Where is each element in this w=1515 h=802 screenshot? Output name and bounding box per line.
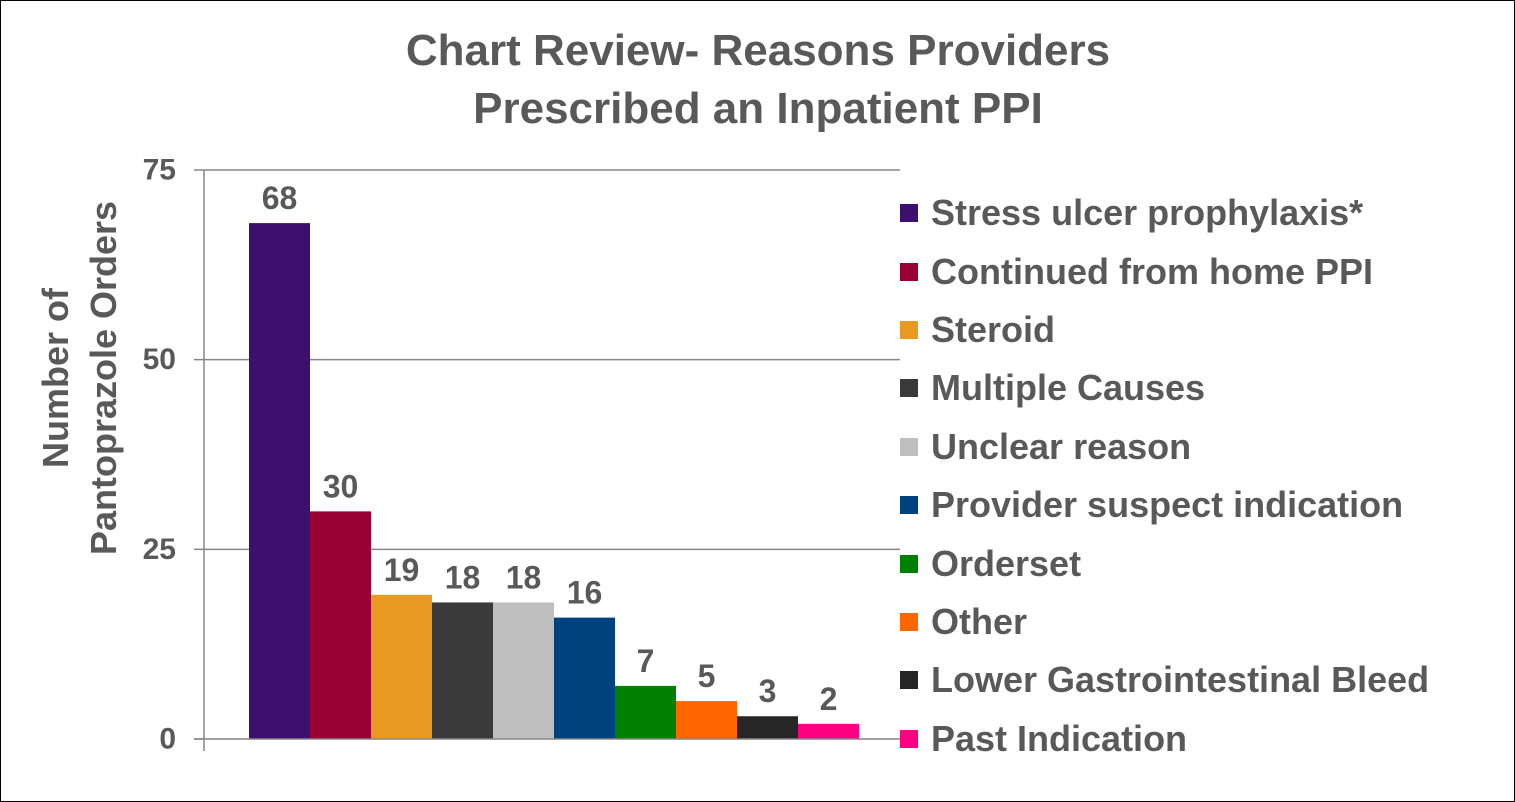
legend-swatch	[900, 379, 918, 398]
legend-swatch	[900, 612, 918, 631]
legend-item: Other	[900, 593, 1510, 651]
bar	[798, 723, 859, 739]
legend-swatch	[900, 437, 918, 456]
legend-label: Unclear reason	[931, 425, 1192, 467]
legend-item: Continued from home PPI	[900, 242, 1510, 300]
legend-label: Provider suspect indication	[931, 484, 1404, 526]
legend-label: Lower Gastrointestinal Bleed	[931, 659, 1430, 701]
legend-item: Lower Gastrointestinal Bleed	[900, 651, 1510, 709]
chart-title: Chart Review- Reasons Providers Prescrib…	[258, 22, 1258, 138]
legend-label: Orderset	[931, 542, 1082, 584]
legend-swatch	[900, 554, 918, 573]
legend-swatch	[900, 204, 918, 223]
data-label: 3	[759, 673, 777, 709]
bar	[493, 602, 554, 739]
bar	[554, 617, 615, 739]
legend-swatch	[900, 496, 918, 515]
chart-title-line-1: Chart Review- Reasons Providers	[405, 26, 1111, 75]
data-label: 18	[506, 559, 542, 595]
bar	[371, 594, 432, 739]
y-tick-label: 50	[143, 343, 176, 376]
legend: Stress ulcer prophylaxis* Continued from …	[900, 184, 1510, 768]
data-label: 68	[262, 180, 298, 216]
legend-item: Past Indication	[900, 710, 1510, 768]
y-tick-label: 75	[143, 154, 176, 187]
legend-item: Orderset	[900, 534, 1510, 592]
legend-label: Other	[931, 600, 1028, 642]
legend-swatch	[900, 671, 918, 690]
y-tick-label: 0	[159, 723, 176, 756]
data-label: 7	[637, 643, 655, 679]
legend-label: Steroid	[931, 308, 1056, 350]
bar	[737, 716, 798, 739]
legend-item: Multiple Causes	[900, 359, 1510, 417]
data-label: 19	[384, 552, 420, 588]
legend-item: Unclear reason	[900, 418, 1510, 476]
legend-item: Stress ulcer prophylaxis*	[900, 184, 1510, 242]
data-label: 18	[445, 559, 481, 595]
legend-swatch	[900, 320, 918, 339]
data-label: 30	[323, 468, 359, 504]
legend-label: Stress ulcer prophylaxis*	[931, 192, 1364, 234]
legend-item: Steroid	[900, 301, 1510, 359]
y-tick-label: 25	[143, 533, 176, 566]
bar	[615, 685, 676, 739]
bar	[432, 602, 493, 739]
data-label: 16	[567, 575, 603, 611]
data-label: 5	[698, 658, 716, 694]
chart-title-line-2: Prescribed an Inpatient PPI	[473, 84, 1043, 133]
legend-swatch	[900, 729, 918, 748]
bar	[310, 511, 371, 739]
legend-label: Continued from home PPI	[931, 250, 1374, 292]
legend-item: Provider suspect indication	[900, 476, 1510, 534]
legend-swatch	[900, 262, 918, 281]
legend-label: Past Indication	[931, 717, 1188, 759]
bar	[676, 701, 737, 739]
bar	[249, 223, 310, 739]
legend-label: Multiple Causes	[931, 367, 1206, 409]
data-label: 2	[820, 681, 838, 717]
